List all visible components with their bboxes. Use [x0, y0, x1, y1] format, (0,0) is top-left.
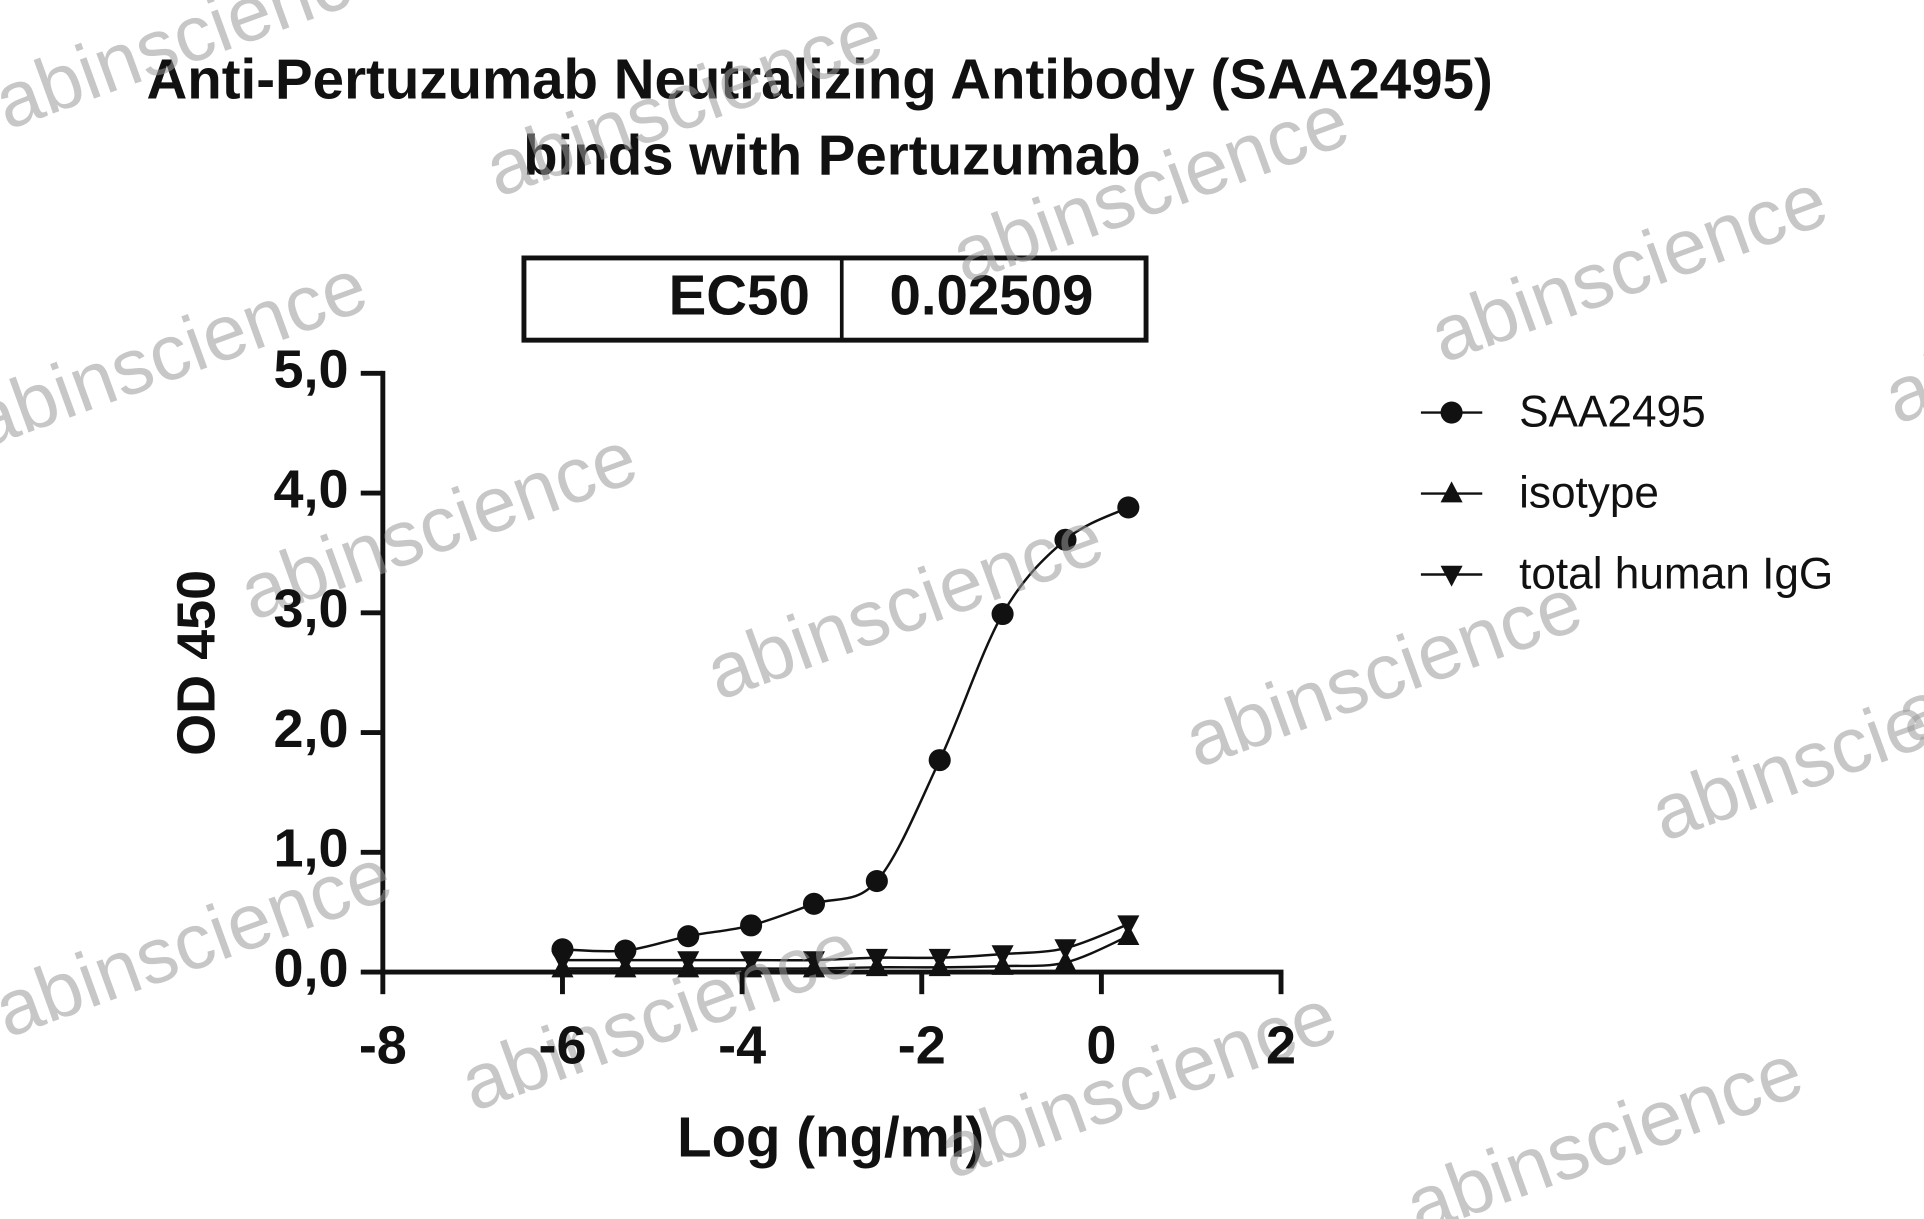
marker: [991, 602, 1014, 626]
y-tick-label: 1,0: [273, 819, 348, 879]
x-tick-label: 2: [1266, 1016, 1296, 1076]
x-tick-label: -8: [359, 1016, 407, 1076]
y-tick-label: 4,0: [273, 459, 348, 519]
legend-label: SAA2495: [1519, 388, 1706, 437]
x-tick-label: -6: [538, 1016, 586, 1076]
y-tick-label: 5,0: [273, 340, 348, 400]
x-axis-title: Log (ng/ml): [677, 1105, 984, 1168]
ec50-value: 0.02509: [889, 264, 1093, 327]
chart-subtitle: binds with Pertuzumab: [523, 124, 1141, 187]
marker: [1440, 401, 1463, 424]
marker: [1440, 565, 1463, 587]
marker: [802, 951, 826, 973]
marker: [677, 951, 700, 973]
marker: [677, 925, 700, 948]
x-tick-label: -4: [718, 1016, 766, 1076]
marker: [740, 951, 763, 973]
marker: [865, 948, 888, 970]
x-tick-label: -2: [898, 1016, 946, 1076]
marker: [991, 945, 1014, 967]
marker: [614, 951, 637, 973]
marker: [1440, 481, 1463, 503]
chart-title: Anti-Pertuzumab Neutralizing Antibody (S…: [147, 48, 1493, 111]
legend-label: isotype: [1519, 469, 1659, 518]
marker: [865, 870, 888, 893]
y-tick-label: 3,0: [273, 579, 348, 639]
ec50-label: EC50: [669, 264, 810, 327]
marker: [1054, 939, 1077, 961]
y-tick-label: 0,0: [273, 938, 348, 998]
marker: [551, 951, 574, 973]
y-axis-title: OD 450: [166, 570, 226, 756]
series-line: [562, 935, 1129, 970]
x-tick-label: 0: [1086, 1016, 1116, 1076]
marker: [802, 892, 826, 915]
marker: [928, 749, 951, 772]
marker: [740, 914, 763, 937]
marker: [1117, 915, 1140, 937]
marker: [1117, 496, 1140, 519]
ec50-box: [521, 255, 1149, 343]
y-tick-label: 2,0: [273, 699, 348, 759]
marker: [1054, 528, 1077, 551]
series-line: [562, 923, 1129, 962]
legend-label: total human IgG: [1519, 550, 1833, 599]
marker: [928, 948, 951, 970]
marker: [1054, 950, 1077, 972]
plot: [551, 496, 1140, 978]
